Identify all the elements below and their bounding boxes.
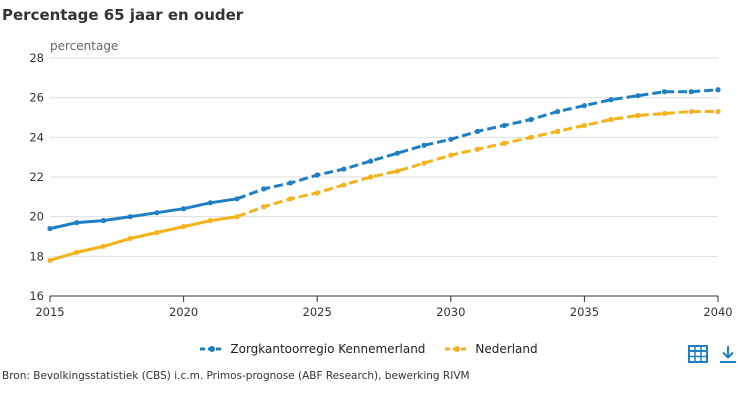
data-point <box>127 235 133 242</box>
data-point <box>528 134 534 140</box>
y-tick-label: 24 <box>29 130 44 144</box>
data-point <box>341 182 347 188</box>
data-point <box>501 122 507 129</box>
data-point <box>234 214 240 220</box>
data-point <box>474 146 481 152</box>
data-point <box>287 196 294 202</box>
data-point <box>100 243 107 250</box>
data-point <box>47 257 53 263</box>
data-point <box>635 112 641 119</box>
chart-toolbar <box>688 344 738 364</box>
data-point <box>127 214 133 220</box>
series-line-observed <box>49 215 238 262</box>
data-point <box>715 87 721 93</box>
data-point <box>287 180 294 186</box>
x-tick-label: 2035 <box>570 305 599 319</box>
data-point <box>555 128 561 134</box>
x-tick-label: 2025 <box>303 305 332 319</box>
data-point <box>100 218 107 224</box>
data-point <box>394 168 400 174</box>
y-axis-label: percentage <box>50 39 118 53</box>
data-point <box>154 229 160 236</box>
data-point <box>368 174 374 180</box>
data-point <box>207 200 213 206</box>
data-point <box>555 108 561 115</box>
table-icon[interactable] <box>688 344 708 364</box>
data-point <box>715 108 721 115</box>
data-point <box>341 166 347 172</box>
data-point <box>74 249 80 255</box>
download-icon[interactable] <box>718 344 738 364</box>
y-tick-label: 16 <box>29 289 44 303</box>
data-point <box>608 97 614 103</box>
x-tick-label: 2030 <box>436 305 465 319</box>
data-point <box>261 204 267 210</box>
data-point <box>528 116 534 123</box>
data-point <box>448 136 454 142</box>
series-line-observed <box>49 197 238 231</box>
data-point <box>394 150 400 156</box>
data-point <box>368 158 374 164</box>
data-point <box>314 190 320 196</box>
data-point <box>448 152 454 158</box>
legend-line-icon <box>200 346 225 352</box>
data-point <box>47 225 53 232</box>
x-tick-label: 2020 <box>169 305 198 319</box>
data-point <box>581 122 588 129</box>
source-note: Bron: Bevolkingsstatistiek (CBS) i.c.m. … <box>2 370 470 382</box>
data-point <box>581 103 588 109</box>
data-point <box>207 218 213 224</box>
data-point <box>181 223 187 230</box>
data-point <box>661 110 668 117</box>
chart-legend: Zorgkantoorregio Kennemerland Nederland <box>0 342 738 357</box>
data-point <box>688 108 694 115</box>
y-tick-label: 26 <box>29 91 44 105</box>
data-point <box>314 172 320 178</box>
data-point <box>688 89 694 95</box>
chart-title: Percentage 65 jaar en ouder <box>2 6 244 24</box>
x-tick-label: 2040 <box>703 305 732 319</box>
legend-label: Nederland <box>475 342 538 356</box>
data-point <box>474 128 481 134</box>
data-point <box>608 116 614 123</box>
data-point <box>74 220 80 226</box>
data-point <box>234 196 240 202</box>
data-point <box>261 186 267 192</box>
series-line-forecast <box>236 88 719 201</box>
y-tick-label: 20 <box>29 210 44 224</box>
series-line-forecast <box>236 110 718 219</box>
line-chart: 16 18 20 22 24 26 28 percentage 2015 2020 2025 2030… <box>29 39 732 319</box>
y-tick-label: 22 <box>29 170 44 184</box>
data-point <box>421 142 427 148</box>
legend-item[interactable]: Zorgkantoorregio Kennemerland <box>200 342 425 356</box>
legend-line-icon <box>445 346 470 352</box>
legend-label: Zorgkantoorregio Kennemerland <box>230 342 426 356</box>
x-tick-label: 2015 <box>35 305 64 319</box>
legend-item[interactable]: Nederland <box>445 342 538 356</box>
data-point <box>181 206 187 212</box>
data-point <box>635 93 641 99</box>
data-point <box>154 210 160 216</box>
y-tick-label: 28 <box>29 51 44 65</box>
data-point <box>421 160 427 166</box>
y-tick-label: 18 <box>29 249 44 263</box>
data-point <box>661 89 668 95</box>
data-point <box>501 140 507 146</box>
